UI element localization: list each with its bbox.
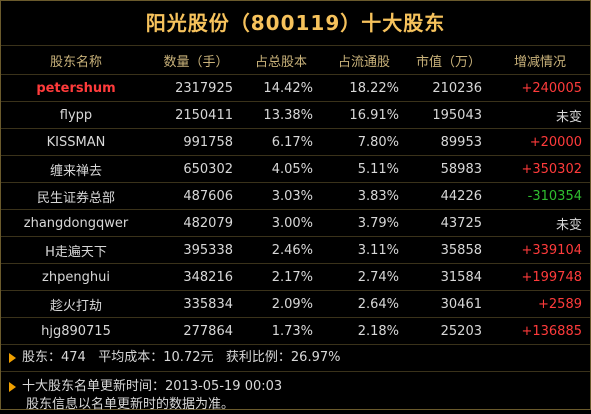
total-share-pct: 2.46% [241, 236, 321, 264]
share-quantity: 482079 [151, 209, 241, 237]
shareholder-name[interactable]: 民生证券总部 [1, 182, 151, 210]
share-quantity: 487606 [151, 182, 241, 210]
share-quantity: 650302 [151, 155, 241, 183]
change-amount: +199748 [490, 263, 590, 291]
market-value: 89953 [407, 128, 490, 156]
share-quantity: 335834 [151, 290, 241, 318]
total-share-pct: 2.09% [241, 290, 321, 318]
change-amount: 未变 [490, 209, 590, 237]
total-share-pct: 6.17% [241, 128, 321, 156]
shareholders-table: 股东名称 数量（手） 占总股本 占流通股 市值（万） 增减情况 petershu… [1, 45, 590, 345]
float-share-pct: 3.11% [321, 236, 407, 264]
float-share-pct: 2.74% [321, 263, 407, 291]
shareholder-name[interactable]: hjg890715 [1, 317, 151, 345]
change-amount: +339104 [490, 236, 590, 264]
share-quantity: 2150411 [151, 101, 241, 129]
float-share-pct: 5.11% [321, 155, 407, 183]
update-info: 十大股东名单更新时间：2013-05-19 00:03 股东信息以名单更新时的数… [1, 372, 590, 414]
profit-label: 获利比例： [225, 350, 291, 365]
total-share-pct: 3.00% [241, 209, 321, 237]
share-quantity: 395338 [151, 236, 241, 264]
shareholder-name[interactable]: zhangdongqwer [1, 209, 151, 237]
float-share-pct: 2.64% [321, 290, 407, 318]
float-share-pct: 3.79% [321, 209, 407, 237]
shareholder-name[interactable]: petershum [1, 74, 151, 102]
shareholder-name[interactable]: 趁火打劫 [1, 290, 151, 318]
change-amount: +350302 [490, 155, 590, 183]
market-value: 25203 [407, 317, 490, 345]
table-row[interactable]: H走遍天下 395338 2.46% 3.11% 35858 +339104 [1, 236, 590, 264]
market-value: 58983 [407, 155, 490, 183]
table-row[interactable]: 趁火打劫 335834 2.09% 2.64% 30461 +2589 [1, 290, 590, 318]
total-share-pct: 14.42% [241, 74, 321, 102]
col-header-total-pct: 占总股本 [241, 45, 321, 75]
share-quantity: 348216 [151, 263, 241, 291]
float-share-pct: 16.91% [321, 101, 407, 129]
table-row[interactable]: 缠来禅去 650302 4.05% 5.11% 58983 +350302 [1, 155, 590, 183]
market-value: 30461 [407, 290, 490, 318]
summary-line: 股东：474 平均成本：10.72元 获利比例：26.97% [1, 345, 590, 372]
col-header-name: 股东名称 [1, 45, 151, 75]
share-quantity: 2317925 [151, 74, 241, 102]
col-header-market-value: 市值（万） [407, 45, 490, 75]
change-amount: 未变 [490, 101, 590, 129]
change-amount: +240005 [490, 74, 590, 102]
market-value: 43725 [407, 209, 490, 237]
total-share-pct: 2.17% [241, 263, 321, 291]
change-amount: -310354 [490, 182, 590, 210]
total-share-pct: 1.73% [241, 317, 321, 345]
total-share-pct: 4.05% [241, 155, 321, 183]
float-share-pct: 18.22% [321, 74, 407, 102]
table-row[interactable]: zhpenghui 348216 2.17% 2.74% 31584 +199748 [1, 263, 590, 291]
update-label: 十大股东名单更新时间： [22, 379, 166, 394]
bullet-icon [9, 381, 16, 392]
shareholder-name[interactable]: KISSMAN [1, 128, 151, 156]
market-value: 44226 [407, 182, 490, 210]
shareholders-count: 474 [61, 350, 86, 365]
float-share-pct: 3.83% [321, 182, 407, 210]
table-row[interactable]: petershum 2317925 14.42% 18.22% 210236 +24000… [1, 74, 590, 102]
shareholder-name[interactable]: H走遍天下 [1, 236, 151, 264]
update-note: 股东信息以名单更新时的数据为准。 [26, 397, 235, 412]
profit-ratio-value: 26.97% [290, 350, 341, 365]
change-amount: +136885 [490, 317, 590, 345]
shareholder-name[interactable]: zhpenghui [1, 263, 151, 291]
col-header-change: 增减情况 [490, 45, 590, 75]
share-quantity: 991758 [151, 128, 241, 156]
table-row[interactable]: KISSMAN 991758 6.17% 7.80% 89953 +20000 [1, 128, 590, 156]
market-value: 35858 [407, 236, 490, 264]
total-share-pct: 3.03% [241, 182, 321, 210]
col-header-qty: 数量（手） [151, 45, 241, 75]
table-row[interactable]: flypp 2150411 13.38% 16.91% 195043 未变 [1, 101, 590, 129]
panel-title: 阳光股份（800119）十大股东 [145, 11, 446, 35]
avg-cost-label: 平均成本： [98, 350, 164, 365]
bullet-icon [9, 352, 16, 363]
table-header-row: 股东名称 数量（手） 占总股本 占流通股 市值（万） 增减情况 [1, 45, 590, 75]
shareholder-name[interactable]: 缠来禅去 [1, 155, 151, 183]
col-header-float-pct: 占流通股 [321, 45, 407, 75]
change-amount: +20000 [490, 128, 590, 156]
table-row[interactable]: 民生证券总部 487606 3.03% 3.83% 44226 -310354 [1, 182, 590, 210]
shareholder-name[interactable]: flypp [1, 101, 151, 129]
market-value: 31584 [407, 263, 490, 291]
table-row[interactable]: hjg890715 277864 1.73% 2.18% 25203 +136885 [1, 317, 590, 345]
share-quantity: 277864 [151, 317, 241, 345]
avg-cost-value: 10.72元 [163, 350, 214, 365]
change-amount: +2589 [490, 290, 590, 318]
total-share-pct: 13.38% [241, 101, 321, 129]
table-row[interactable]: zhangdongqwer 482079 3.00% 3.79% 43725 未变 [1, 209, 590, 237]
update-time: 2013-05-19 00:03 [165, 379, 283, 394]
shareholders-label: 股东： [22, 350, 62, 365]
float-share-pct: 2.18% [321, 317, 407, 345]
market-value: 195043 [407, 101, 490, 129]
float-share-pct: 7.80% [321, 128, 407, 156]
market-value: 210236 [407, 74, 490, 102]
